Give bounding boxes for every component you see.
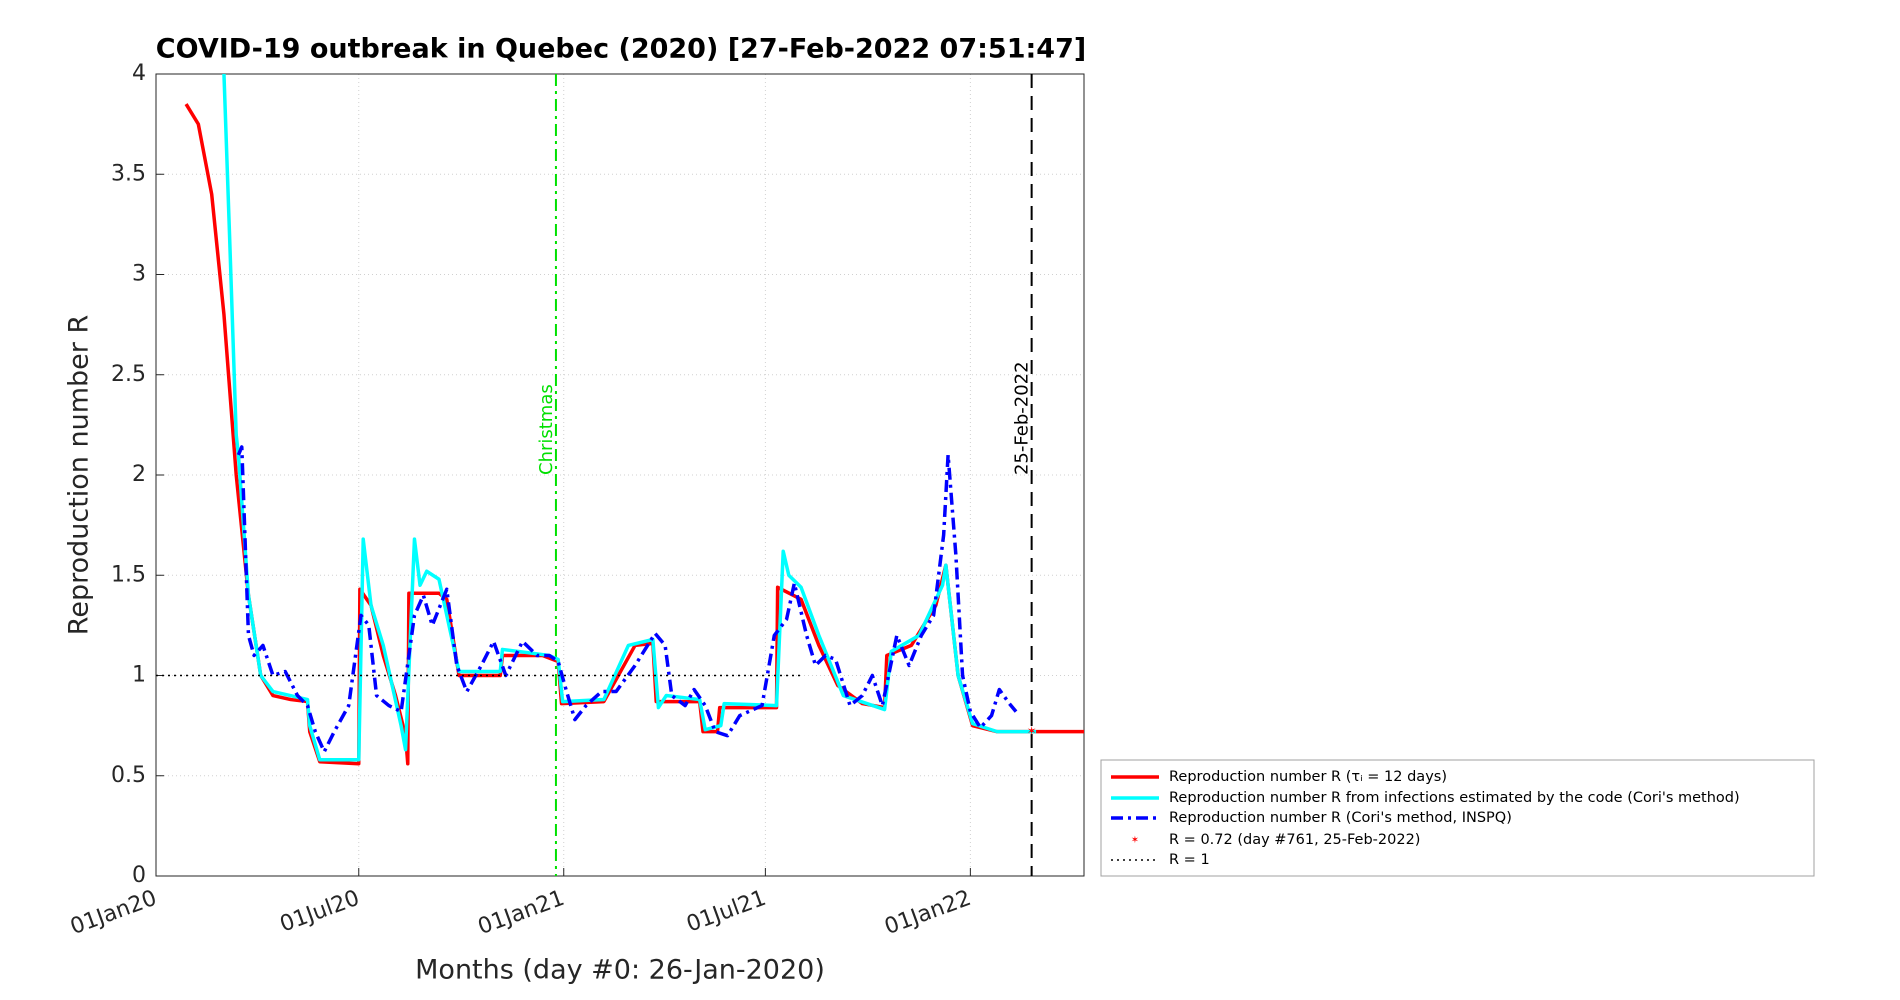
x-tick-label: 01Jul20	[277, 886, 363, 938]
vertical-line-label: Christmas	[536, 384, 557, 475]
y-axis-label: Reproduction number R	[64, 315, 95, 635]
y-tick-label: 2	[132, 462, 146, 487]
y-tick-label: 1	[132, 663, 146, 688]
series-line	[184, 103, 1084, 766]
y-tick-label: 0.5	[111, 763, 146, 788]
chart-title: COVID-19 outbreak in Quebec (2020) [27-F…	[156, 34, 1086, 65]
legend-label: R = 1	[1169, 852, 1210, 868]
legend-marker: ✶	[1131, 835, 1139, 846]
legend-box	[1100, 759, 1815, 877]
y-tick-label: 3	[132, 262, 146, 287]
y-tick-label: 1.5	[111, 562, 146, 587]
legend-label: Reproduction number R (τᵢ = 12 days)	[1169, 769, 1447, 785]
axes-box	[155, 73, 1085, 877]
legend-label: Reproduction number R from infections es…	[1169, 790, 1740, 806]
legend-label: Reproduction number R (Cori's method, IN…	[1169, 810, 1512, 826]
x-tick-label: 01Jan22	[881, 886, 974, 940]
y-tick-label: 3.5	[111, 161, 146, 186]
legend-label: R = 0.72 (day #761, 25-Feb-2022)	[1169, 832, 1420, 848]
y-tick-label: 2.5	[111, 362, 146, 387]
series-line	[222, 74, 1037, 762]
plot-lines	[156, 74, 1084, 876]
vertical-line-label: 25-Feb-2022	[1012, 361, 1033, 475]
x-tick-label: 01Jan21	[475, 886, 568, 940]
x-tick-label: 01Jan20	[67, 886, 160, 940]
series-line	[236, 445, 1018, 754]
y-tick-label: 0	[132, 863, 146, 888]
x-axis-label: Months (day #0: 26-Jan-2020)	[415, 955, 825, 986]
y-tick-label: 4	[132, 61, 146, 86]
point-marker: ✶	[1027, 724, 1037, 738]
x-tick-label: 01Jul21	[683, 886, 769, 938]
